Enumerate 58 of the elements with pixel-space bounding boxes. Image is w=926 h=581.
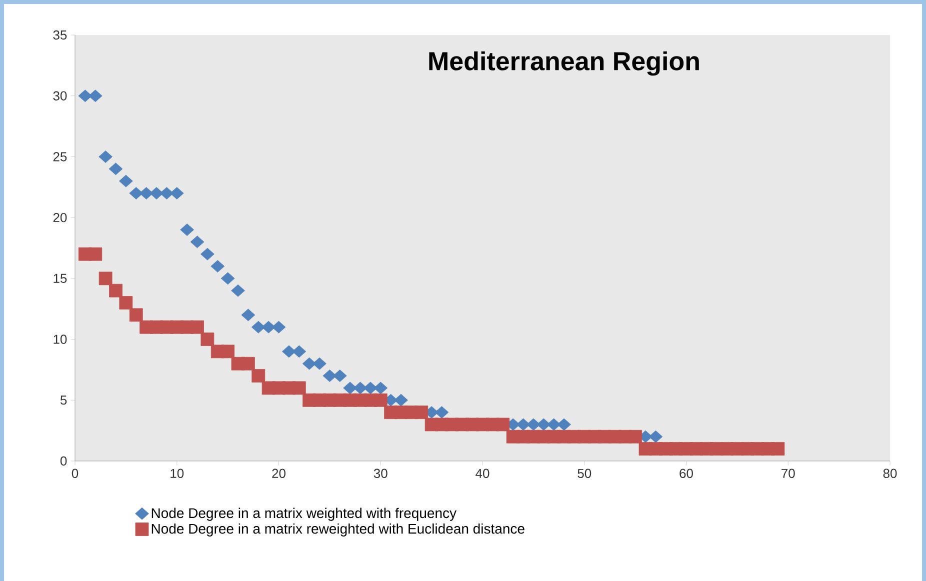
point (170, 187, 184, 200)
y-tick-label: 15 (54, 274, 67, 283)
point (353, 382, 368, 394)
x-tick-label: 20 (272, 468, 286, 478)
legend-label: Node Degree in a matrix weighted with frequency (152, 508, 456, 521)
point (363, 382, 378, 394)
y-tick-label: 0 (60, 456, 67, 466)
point (434, 406, 449, 419)
x-tick-label: 80 (883, 468, 897, 478)
x-tick-label: 50 (578, 468, 592, 478)
y-tick-label: 5 (60, 396, 67, 405)
point (241, 308, 256, 322)
point (210, 260, 225, 272)
point (251, 320, 266, 334)
x-tick-label: 10 (170, 468, 184, 478)
point (322, 370, 337, 382)
point (546, 418, 561, 431)
y-tick-label: 30 (53, 91, 67, 100)
point (374, 382, 388, 394)
point (129, 187, 144, 200)
x-tick-label: 70 (782, 468, 795, 478)
point (292, 345, 306, 358)
point (394, 394, 408, 406)
point (160, 187, 174, 200)
point (516, 418, 530, 431)
point (262, 320, 276, 334)
x-tick-label: 0 (72, 468, 78, 478)
y-tick-label: 35 (53, 30, 67, 40)
text: Mediterranean Region (429, 51, 699, 76)
y-tick-label: 10 (54, 334, 67, 344)
x-tick-label: 30 (374, 468, 388, 478)
point (108, 162, 123, 176)
point (282, 345, 296, 358)
x-tick-label: 60 (680, 468, 693, 478)
point (190, 236, 204, 248)
point (302, 357, 316, 370)
point (98, 150, 113, 163)
point (526, 418, 540, 431)
point (78, 90, 92, 102)
point (220, 272, 235, 285)
point (139, 187, 154, 200)
point (312, 357, 326, 370)
y-tick-label: 20 (53, 212, 67, 222)
point (536, 418, 551, 431)
x-tick-label: 40 (476, 468, 490, 478)
point (200, 248, 214, 260)
point (272, 320, 286, 334)
legend-label: Node Degree in a matrix reweighted with Euclidean distance (152, 523, 524, 536)
point (557, 418, 571, 431)
point (332, 370, 347, 382)
point (231, 284, 245, 297)
y-tick-label: 25 (53, 152, 67, 162)
point (343, 382, 358, 394)
point (118, 174, 133, 188)
point (180, 224, 194, 236)
point (648, 430, 663, 443)
point (150, 187, 164, 200)
point (88, 90, 102, 102)
